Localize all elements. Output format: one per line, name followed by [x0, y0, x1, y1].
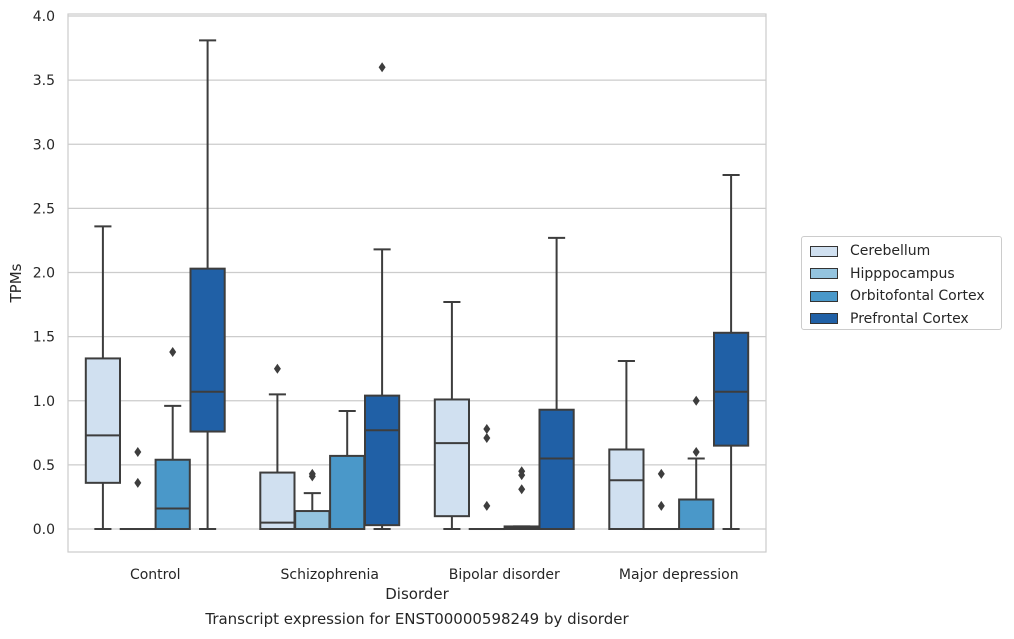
outlier-point — [692, 447, 700, 458]
outlier-point — [483, 500, 491, 511]
box-iqr — [189, 267, 226, 433]
outlier-point — [308, 468, 316, 479]
x-tick-label: Major depression — [619, 567, 739, 583]
box-hipppocampus — [119, 447, 156, 531]
legend-swatch — [810, 313, 838, 324]
y-tick-label: 2.0 — [33, 266, 55, 282]
outlier-point — [483, 432, 491, 443]
x-tick-label: Schizophrenia — [281, 567, 379, 583]
box-orbitofontal-cortex — [678, 395, 715, 531]
y-tick-label: 1.0 — [33, 394, 55, 410]
outlier-point — [518, 466, 526, 477]
box-orbitofontal-cortex — [329, 410, 366, 530]
legend-label: Cerebellum — [850, 243, 931, 259]
legend-label: Prefrontal Cortex — [850, 310, 969, 327]
outlier-point — [169, 347, 177, 358]
outlier-point — [378, 62, 386, 73]
plot-frame — [67, 13, 767, 553]
x-axis-label: Disorder — [385, 585, 449, 603]
box-cerebellum — [433, 300, 471, 530]
box-iqr — [259, 471, 296, 531]
outlier-point — [657, 500, 665, 511]
x-tick-label: Control — [130, 567, 181, 583]
box-iqr — [712, 331, 750, 447]
outlier-point — [483, 423, 491, 434]
y-axis-label: TPMs — [7, 263, 25, 303]
box-cerebellum — [84, 225, 122, 530]
outlier-point — [273, 363, 281, 374]
legend-swatch — [810, 245, 838, 257]
box-iqr — [363, 394, 401, 527]
y-tick-label: 3.5 — [33, 73, 55, 89]
x-tick-labels: Control Schizophrenia Bipolar disorder Majo… — [130, 567, 739, 583]
legend-item: Hipppocampus — [810, 265, 955, 283]
box-iqr — [154, 458, 191, 530]
box-orbitofontal-cortex — [154, 347, 191, 530]
legend-label: Hipppocampus — [850, 265, 955, 282]
outlier-point — [518, 484, 526, 495]
box-prefrontal-cortex — [712, 174, 750, 530]
box-iqr — [538, 408, 575, 531]
box-hipppocampus — [643, 468, 680, 531]
box-iqr — [678, 498, 715, 531]
legend-item: Prefrontal Cortex — [810, 310, 969, 328]
box-prefrontal-cortex — [538, 236, 575, 531]
box-hipppocampus — [468, 423, 505, 531]
legend-label: Orbitofontal Cortex — [850, 288, 985, 304]
y-tick-label: 4.0 — [33, 9, 55, 25]
figure-caption: Transcript expression for ENST0000059824… — [205, 610, 629, 628]
y-tick-label: 1.5 — [33, 330, 55, 346]
box-cerebellum — [259, 363, 296, 531]
legend-item: Cerebellum — [810, 242, 930, 260]
legend-swatch — [810, 268, 838, 279]
y-tick-labels: 0.0 0.5 1.0 1.5 2.0 2.5 3.0 3.5 4.0 — [33, 9, 55, 538]
box-iqr — [329, 454, 366, 530]
box-iqr — [294, 510, 331, 531]
box-cerebellum — [608, 359, 645, 530]
y-tick-label: 0.0 — [33, 522, 55, 538]
box-iqr — [84, 357, 122, 484]
box-prefrontal-cortex — [363, 62, 401, 530]
y-tick-label: 3.0 — [33, 137, 55, 153]
y-tick-label: 0.5 — [33, 458, 55, 474]
box-iqr — [608, 448, 645, 530]
outlier-point — [134, 447, 142, 458]
boxes-layer — [84, 39, 750, 531]
box-prefrontal-cortex — [189, 39, 226, 530]
outlier-point — [692, 395, 700, 406]
legend-item: Orbitofontal Cortex — [810, 287, 985, 305]
box-orbitofontal-cortex — [503, 466, 540, 530]
y-tick-label: 2.5 — [33, 201, 55, 217]
legend: Cerebellum Hipppocampus Orbitofontal Corte… — [801, 236, 1002, 330]
outlier-point — [657, 468, 665, 479]
box-hipppocampus — [294, 468, 331, 531]
box-iqr — [433, 398, 471, 518]
x-tick-label: Bipolar disorder — [449, 567, 560, 583]
legend-swatch — [810, 290, 838, 302]
outlier-point — [134, 477, 142, 488]
